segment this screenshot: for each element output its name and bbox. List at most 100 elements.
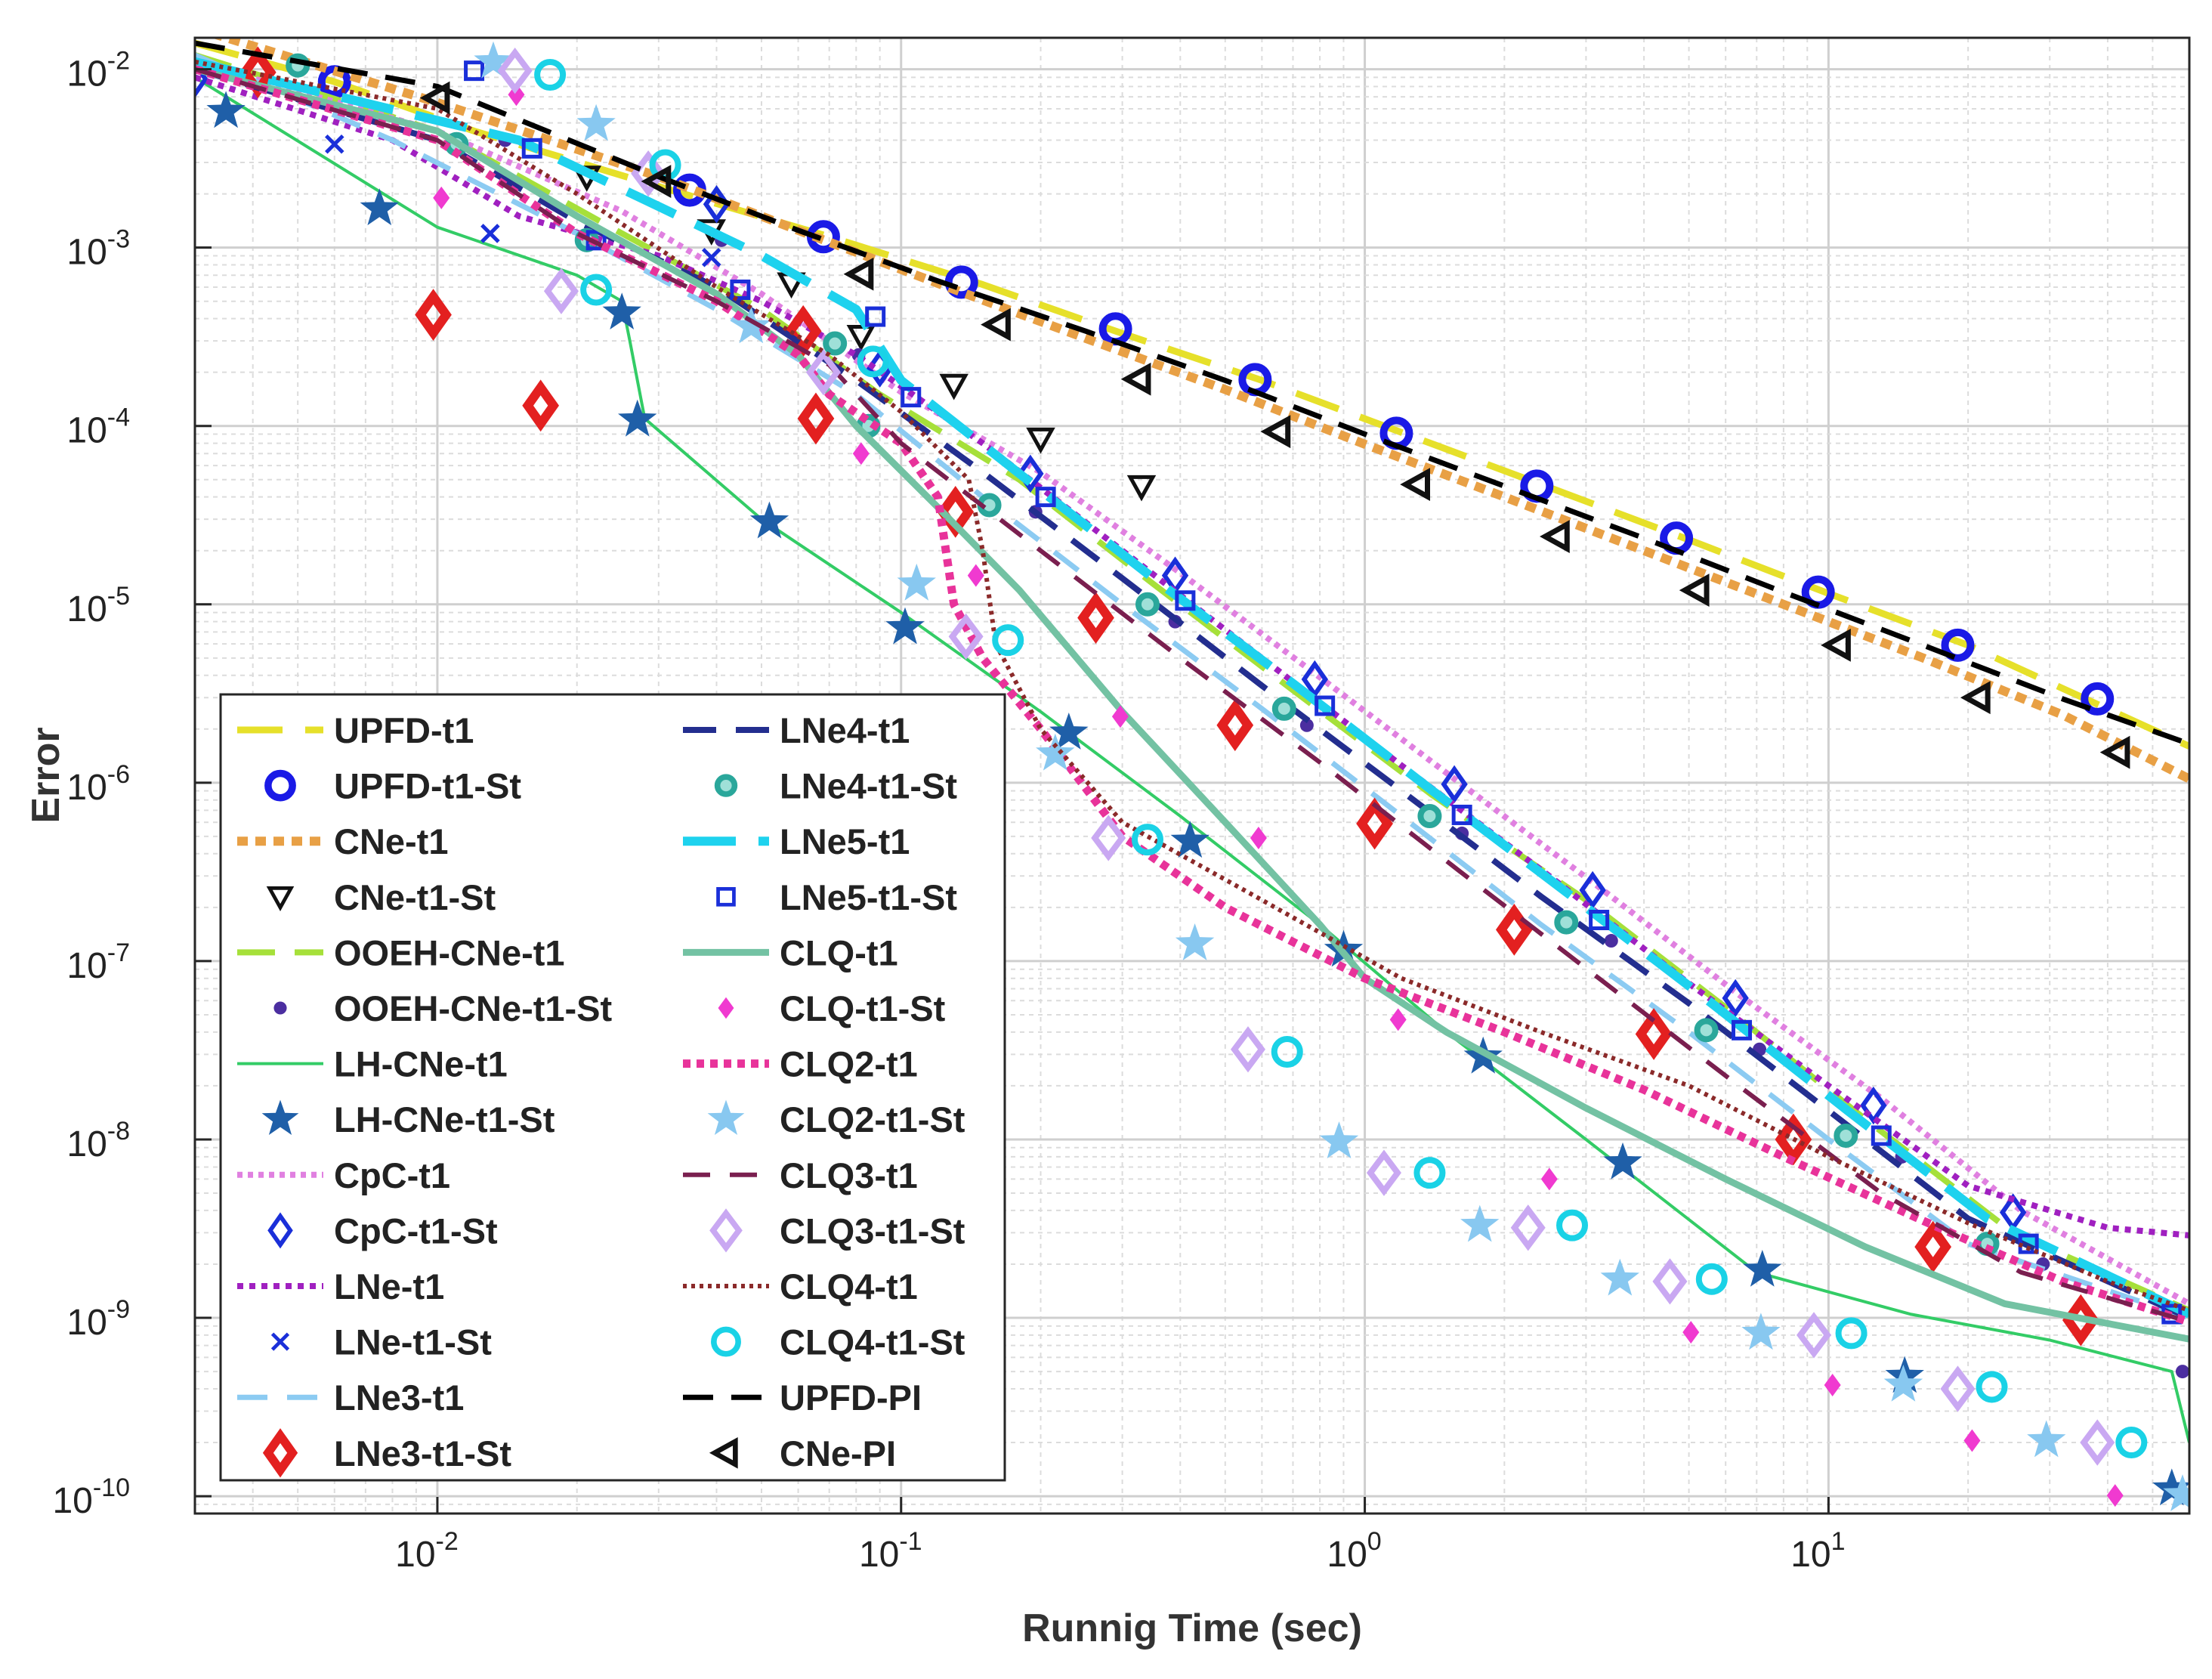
data-point — [1299, 718, 1314, 732]
series-CLQ-t1 — [195, 66, 2189, 1343]
data-point — [576, 104, 616, 141]
data-point — [474, 41, 513, 79]
y-tick-label: 10-7 — [66, 938, 130, 986]
y-tick-exponent: -3 — [107, 225, 130, 254]
data-point — [1131, 824, 1163, 856]
data-point — [1091, 815, 1126, 861]
legend-entry: LNe5-t1-St — [716, 877, 957, 917]
legend-entry: CNe-t1 — [237, 821, 448, 861]
legend-entry: CLQ-t1 — [683, 932, 898, 972]
series-CpC-t1 — [195, 58, 2189, 1306]
legend-swatch — [718, 997, 734, 1019]
legend-swatch — [711, 1326, 741, 1357]
data-point — [480, 224, 500, 243]
legend-label: LNe3-t1 — [334, 1378, 464, 1418]
data-point — [1871, 1125, 1892, 1146]
legend-entry: UPFD-t1 — [237, 710, 474, 750]
legend-entry: CLQ4-t1-St — [711, 1322, 965, 1362]
legend-label: LNe4-t1-St — [780, 766, 957, 806]
data-point — [1835, 1317, 1868, 1350]
legend-label: CNe-t1 — [334, 821, 448, 861]
data-point — [415, 289, 452, 341]
data-point — [1460, 1204, 1500, 1242]
y-tick-label: 10-8 — [66, 1117, 130, 1164]
data-point — [1049, 713, 1089, 750]
legend-label: CLQ-t1 — [780, 932, 898, 972]
series-LH-CNe-t1 — [195, 76, 2189, 1443]
y-tick-exponent: -4 — [107, 404, 130, 432]
data-point — [464, 60, 485, 82]
data-point — [1635, 1008, 1673, 1060]
data-point — [939, 373, 969, 400]
data-point — [1940, 1365, 1976, 1412]
axis-ticks: 10-2 10-1 100 10110-1010-910-810-710-610-51… — [52, 47, 1845, 1575]
legend-entry: CLQ2-t1 — [683, 1044, 918, 1084]
data-point — [2175, 1365, 2189, 1379]
legend-entry: LNe3-t1-St — [262, 1428, 511, 1478]
legend-entry: CLQ3-t1 — [683, 1155, 918, 1195]
series-line — [195, 58, 2189, 1306]
data-point — [522, 379, 560, 432]
data-point — [1301, 660, 1328, 699]
data-point — [419, 81, 450, 115]
data-point — [1652, 1258, 1688, 1305]
data-point — [1963, 1429, 1981, 1452]
legend-swatch — [262, 1428, 298, 1478]
legend-entry: LNe3-t1 — [237, 1378, 464, 1418]
data-point — [1941, 628, 1975, 662]
legend: UPFD-t1 UPFD-t1-St CNe-t1 CNe-t1-St OOEH-CNe… — [219, 693, 1006, 1482]
legend-swatch — [267, 1212, 293, 1249]
data-point — [1695, 1263, 1728, 1295]
legend-label: LNe5-t1 — [780, 821, 910, 861]
legend-entry: CLQ4-t1 — [683, 1266, 918, 1306]
legend-entry: CNe-PI — [709, 1433, 896, 1473]
data-point — [534, 59, 567, 91]
legend-entry: LH-CNe-t1-St — [261, 1099, 555, 1139]
data-point — [1834, 1123, 1858, 1148]
legend-label: LNe5-t1-St — [780, 877, 957, 917]
data-point — [1540, 520, 1570, 553]
series-CLQ4-t1-St — [534, 59, 2148, 1459]
legend-swatch — [714, 774, 738, 797]
legend-box — [219, 693, 1006, 1482]
legend-swatch — [716, 886, 736, 907]
legend-entry: UPFD-PI — [683, 1378, 922, 1418]
data-point — [865, 306, 886, 327]
y-tick-exponent: -7 — [107, 938, 130, 967]
data-point — [749, 501, 789, 539]
data-point — [1679, 574, 1710, 608]
legend-swatch — [264, 769, 296, 802]
y-tick-exponent: -6 — [107, 760, 130, 789]
y-tick-exponent: -5 — [107, 582, 130, 611]
data-point — [1682, 1321, 1700, 1344]
data-point — [731, 306, 771, 344]
legend-label: OOEH-CNe-t1 — [334, 932, 565, 972]
legend-swatch — [707, 1099, 745, 1135]
data-point — [1170, 821, 1209, 858]
legend-entry: LH-CNe-t1 — [237, 1044, 508, 1084]
data-point — [1120, 362, 1151, 396]
data-point — [2115, 1427, 2148, 1459]
data-point — [1175, 923, 1215, 960]
legend-label: CNe-PI — [780, 1433, 896, 1473]
x-axis-title: Runnig Time (sec) — [1022, 1606, 1362, 1650]
legend-swatch — [709, 1208, 743, 1253]
legend-label: UPFD-t1-St — [334, 766, 521, 806]
legend-label: CLQ3-t1 — [780, 1155, 918, 1195]
legend-entry: CLQ2-t1-St — [707, 1099, 965, 1139]
x-tick-exponent: 1 — [1831, 1527, 1846, 1556]
data-point — [948, 613, 984, 660]
legend-label: CLQ4-t1 — [780, 1266, 918, 1306]
legend-entry: CLQ-t1-St — [718, 988, 946, 1028]
data-point — [497, 47, 533, 94]
legend-swatch — [709, 1436, 738, 1469]
legend-label: LNe-t1-St — [334, 1322, 492, 1362]
x-tick-label: 10-1 — [859, 1527, 922, 1575]
legend-label: CLQ4-t1-St — [780, 1322, 965, 1362]
data-point — [1451, 804, 1472, 825]
legend-label: OOEH-CNe-t1-St — [334, 988, 613, 1028]
y-tick-exponent: -8 — [107, 1117, 130, 1146]
data-point — [1796, 1312, 1832, 1359]
series-LNe3-t1 — [195, 52, 2189, 1321]
data-point — [2106, 1484, 2124, 1507]
